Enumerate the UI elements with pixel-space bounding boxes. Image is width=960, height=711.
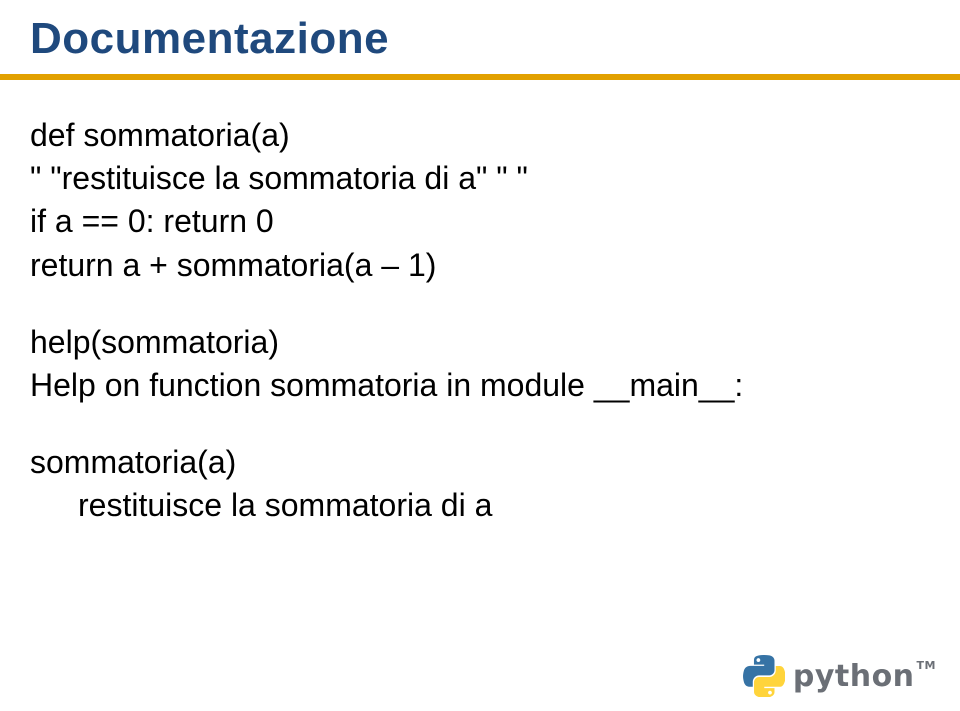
logo-tm: TM	[917, 659, 936, 672]
python-logo: pythonTM	[743, 655, 936, 697]
code-line: return a + sommatoria(a – 1)	[30, 244, 960, 287]
title-area: Documentazione	[0, 0, 960, 64]
help-line: help(sommatoria)	[30, 321, 960, 364]
code-line: def sommatoria(a)	[30, 114, 960, 157]
help-line: restituisce la sommatoria di a	[30, 484, 960, 527]
body-area: def sommatoria(a) " "restituisce la somm…	[0, 80, 960, 528]
code-line: " "restituisce la sommatoria di a" " "	[30, 157, 960, 200]
slide-title: Documentazione	[30, 14, 960, 64]
help-line: sommatoria(a)	[30, 441, 960, 484]
slide: Documentazione def sommatoria(a) " "rest…	[0, 0, 960, 711]
spacer	[30, 407, 960, 441]
help-line: Help on function sommatoria in module __…	[30, 364, 960, 407]
python-logo-word: pythonTM	[793, 659, 936, 694]
python-logo-icon	[743, 655, 785, 697]
logo-text: python	[793, 659, 915, 694]
code-line: if a == 0: return 0	[30, 200, 960, 243]
spacer	[30, 287, 960, 321]
